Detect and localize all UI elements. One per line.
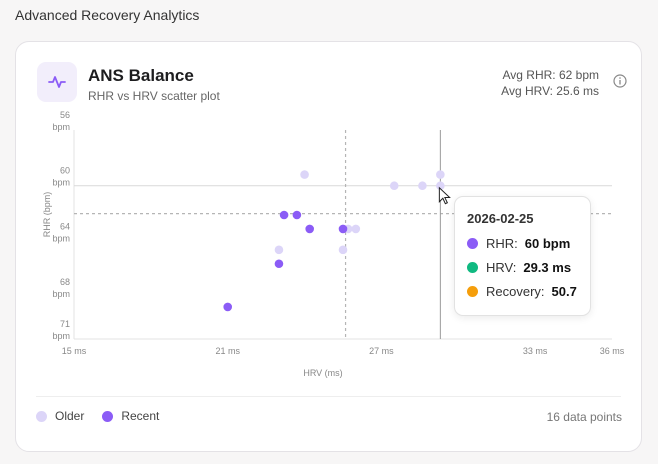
data-point-recent <box>274 259 284 269</box>
tooltip-recovery-label: Recovery: <box>486 284 545 299</box>
chart-tooltip: 2026-02-25 RHR: 60 bpm HRV: 29.3 ms Reco… <box>454 196 591 316</box>
tooltip-recovery-value: 50.7 <box>551 284 577 299</box>
tooltip-hrv-row: HRV: 29.3 ms <box>467 260 578 275</box>
recovery-dot <box>467 286 478 297</box>
data-point-recent <box>292 210 302 220</box>
activity-pulse-icon <box>37 62 77 102</box>
data-point-older <box>274 245 284 255</box>
hrv-dot <box>467 262 478 273</box>
x-tick-label: 15 ms <box>62 346 87 356</box>
x-tick-label: 36 ms <box>600 346 625 356</box>
tooltip-hrv-value: 29.3 ms <box>523 260 572 275</box>
info-icon[interactable] <box>613 74 627 88</box>
y-tick-unit: bpm <box>52 178 70 188</box>
tooltip-hrv-label: HRV: <box>486 260 517 275</box>
y-axis-label: RHR (bpm) <box>42 192 52 238</box>
x-tick-label: 33 ms <box>523 346 548 356</box>
tooltip-date: 2026-02-25 <box>467 211 534 226</box>
legend: Older Recent <box>36 409 177 423</box>
y-tick-label: 56 <box>60 110 70 120</box>
data-point-older <box>338 245 348 255</box>
legend-item-recent[interactable]: Recent <box>102 409 159 423</box>
x-tick-label: 21 ms <box>215 346 240 356</box>
scatter-chart[interactable]: 15 ms 21 ms 27 ms 33 ms 36 ms 56 bpm 60 bpm 64 bpm… <box>16 42 641 382</box>
y-tick-label: 71 <box>60 319 70 329</box>
tooltip-rhr-label: RHR: <box>486 236 518 251</box>
legend-dot-older <box>36 410 47 422</box>
y-tick-unit: bpm <box>52 289 70 299</box>
avg-hrv: Avg HRV: 25.6 ms <box>501 84 599 98</box>
data-point-older <box>300 170 309 179</box>
data-point-older <box>389 181 399 191</box>
mouse-pointer-icon <box>438 186 451 205</box>
ans-balance-card: ANS Balance RHR vs HRV scatter plot Avg … <box>15 41 642 452</box>
data-point-count: 16 data points <box>546 410 622 424</box>
tooltip-recovery-row: Recovery: 50.7 <box>467 284 578 299</box>
averages: Avg RHR: 62 bpm Avg HRV: 25.6 ms <box>501 67 599 99</box>
y-tick-label: 68 <box>60 277 70 287</box>
data-point-recent <box>223 302 233 312</box>
data-point-older <box>436 181 445 191</box>
y-tick-unit: bpm <box>52 233 70 243</box>
data-point-recent <box>279 210 289 220</box>
legend-label-older: Older <box>55 409 85 423</box>
y-tick-unit: bpm <box>52 331 70 341</box>
y-tick-label: 60 <box>60 166 70 176</box>
card-subtitle: RHR vs HRV scatter plot <box>88 89 220 103</box>
y-tick-label: 64 <box>60 221 70 231</box>
section-title: Advanced Recovery Analytics <box>15 7 200 23</box>
legend-item-older[interactable]: Older <box>36 409 84 423</box>
data-point-older <box>351 224 361 234</box>
tooltip-rhr-value: 60 bpm <box>524 236 571 251</box>
card-title: ANS Balance <box>88 66 194 85</box>
data-point-older <box>418 181 427 191</box>
legend-label-recent: Recent <box>121 409 160 423</box>
data-point-recent <box>305 224 314 234</box>
x-axis-label: HRV (ms) <box>303 368 342 378</box>
data-point-recent <box>338 224 348 234</box>
divider <box>36 396 621 397</box>
tooltip-rhr-row: RHR: 60 bpm <box>467 236 578 251</box>
x-tick-label: 27 ms <box>369 346 394 356</box>
avg-rhr: Avg RHR: 62 bpm <box>502 68 600 82</box>
data-point-older <box>436 170 445 179</box>
legend-dot-recent <box>102 410 114 422</box>
rhr-dot <box>467 238 478 249</box>
y-tick-unit: bpm <box>52 122 70 132</box>
